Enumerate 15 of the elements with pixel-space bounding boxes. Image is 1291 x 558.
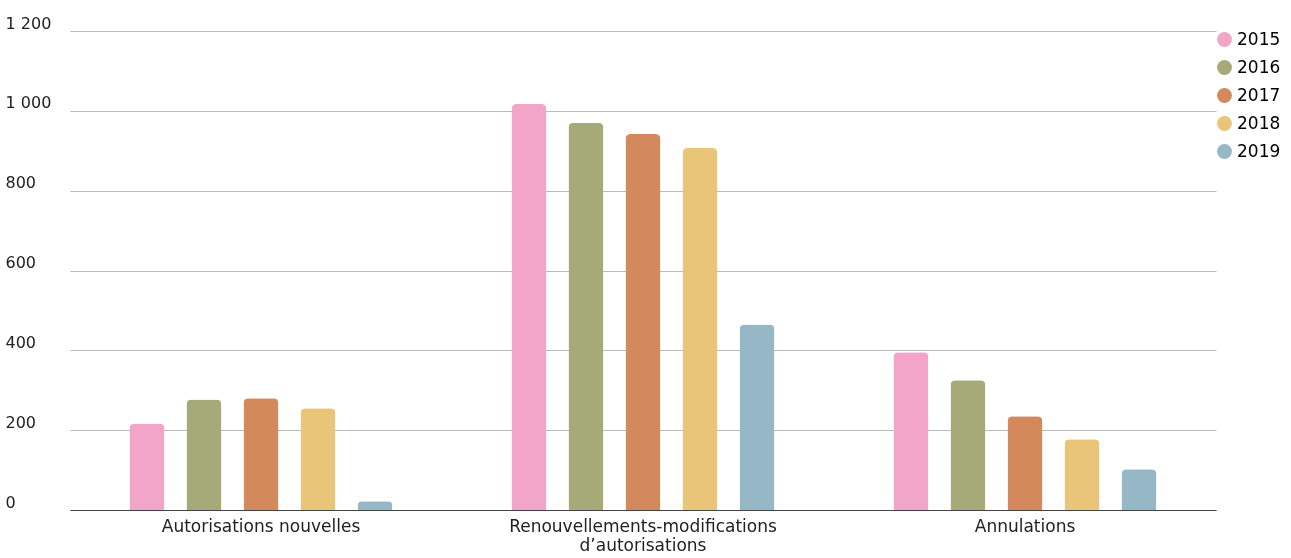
legend-label: 2019 bbox=[1237, 140, 1281, 161]
legend-label: 2016 bbox=[1237, 56, 1281, 77]
x-tick-label: Autorisations nouvelles bbox=[161, 515, 361, 536]
y-tick-label: 200 bbox=[5, 412, 37, 432]
y-tick-label: 400 bbox=[5, 332, 37, 352]
x-tick-label: Renouvellements-modifications d’autorisations bbox=[509, 515, 777, 555]
y-tick-label: 1 200 bbox=[5, 13, 52, 33]
y-tick-label: 600 bbox=[5, 253, 37, 272]
y-tick-label: 1 000 bbox=[5, 93, 52, 113]
x-tick-label: Annulations bbox=[974, 515, 1076, 536]
legend-label: 2018 bbox=[1237, 112, 1281, 133]
y-tick-label: 800 bbox=[5, 173, 37, 193]
legend-label: 2017 bbox=[1237, 84, 1281, 105]
legend-label: 2015 bbox=[1237, 28, 1281, 49]
y-tick-label: 0 bbox=[5, 492, 16, 512]
